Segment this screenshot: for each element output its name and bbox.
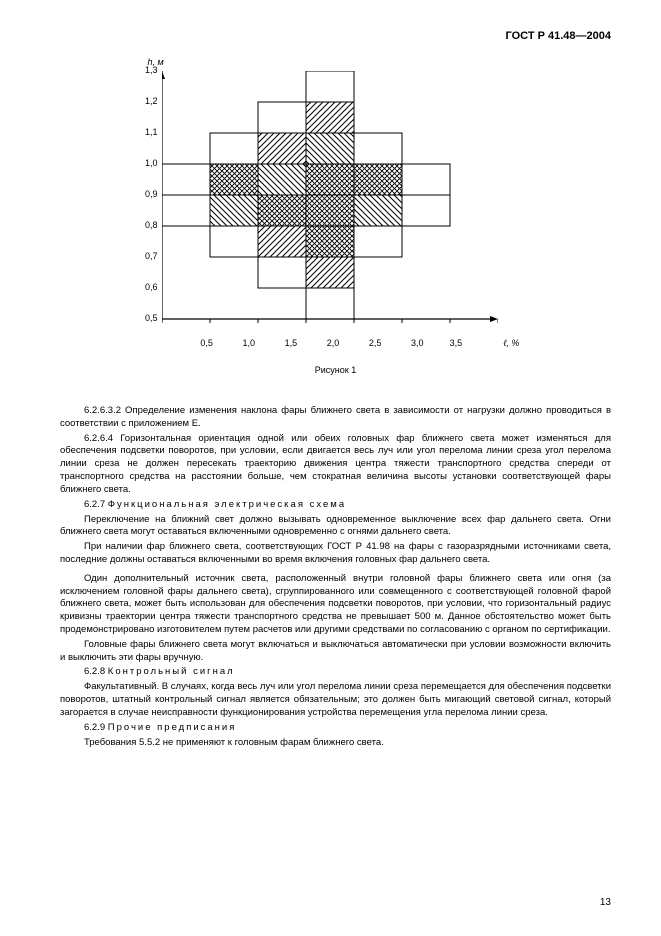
y-tick-labels: 1,31,21,11,00,90,80,70,60,5 bbox=[136, 71, 162, 350]
page: ГОСТ Р 41.48—2004 h, м 1,31,21,11,00,90,… bbox=[0, 0, 661, 936]
para-6-2-7-c: Один дополнительный источник света, расп… bbox=[60, 573, 611, 637]
chart-svg bbox=[162, 71, 498, 329]
para-6-2-7-a: Переключение на ближний свет должно вызы… bbox=[60, 514, 611, 540]
para-6-2-9: Требования 5.5.2 не применяют к головным… bbox=[60, 737, 611, 750]
figure-caption: Рисунок 1 bbox=[60, 365, 611, 375]
document-code: ГОСТ Р 41.48—2004 bbox=[60, 30, 611, 42]
y-axis-label: h, м bbox=[148, 57, 536, 67]
body-text: 6.2.6.3.2 Определение изменения наклона … bbox=[60, 405, 611, 749]
para-6-2-7-d: Головные фары ближнего света могут включ… bbox=[60, 639, 611, 665]
x-axis-label: ℓ, % bbox=[504, 338, 520, 348]
para-6-2-7-title: 6.2.7 Функциональная электрическая схема bbox=[60, 499, 611, 512]
x-tick-labels: 0,51,01,52,02,53,03,5 bbox=[210, 338, 498, 348]
page-number: 13 bbox=[600, 897, 611, 908]
para-6-2-7-b: При наличии фар ближнего света, соответс… bbox=[60, 541, 611, 567]
para-6-2-6-4: 6.2.6.4 Горизонтальная ориентация одной … bbox=[60, 433, 611, 497]
para-6-2-8: Факультативный. В случаях, когда весь лу… bbox=[60, 681, 611, 719]
para-6-2-9-title: 6.2.9 Прочие предписания bbox=[60, 722, 611, 735]
chart-area: 0,51,01,52,02,53,03,5 bbox=[162, 71, 498, 348]
figure-1: h, м 1,31,21,11,00,90,80,70,60,5 bbox=[136, 57, 536, 350]
para-6-2-8-title: 6.2.8 Контрольный сигнал bbox=[60, 666, 611, 679]
para-6-2-6-3-2: 6.2.6.3.2 Определение изменения наклона … bbox=[60, 405, 611, 431]
